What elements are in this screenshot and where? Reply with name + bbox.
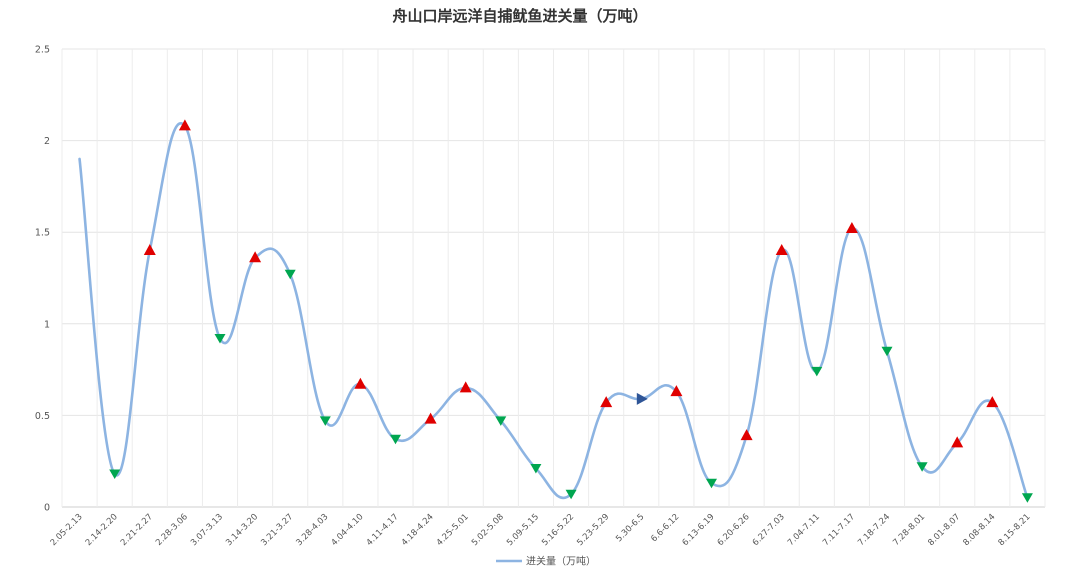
x-tick-label: 6.6-6.12 — [649, 512, 681, 544]
up-triangle-marker — [424, 412, 437, 424]
x-tick-label: 2.28-3.06 — [154, 512, 190, 548]
down-triangle-marker — [214, 334, 226, 344]
x-tick-label: 8.15-8.21 — [997, 512, 1033, 548]
chart-title: 舟山口岸远洋自捕鱿鱼进关量（万吨） — [392, 7, 647, 25]
x-tick-label: 8.08-8.14 — [961, 512, 997, 548]
x-tick-label: 3.14-3.20 — [224, 512, 260, 548]
down-triangle-marker — [1021, 493, 1033, 503]
x-tick-label: 7.28-8.01 — [891, 512, 927, 548]
x-tick-label: 4.11-4.17 — [365, 512, 401, 548]
x-tick-label: 3.28-4.03 — [294, 512, 330, 548]
up-triangle-marker — [951, 436, 964, 448]
x-tick-label: 5.16-5.22 — [540, 512, 576, 548]
down-triangle-marker — [319, 416, 331, 426]
up-triangle-marker — [354, 377, 367, 389]
up-triangle-marker — [143, 244, 156, 255]
up-triangle-marker — [459, 381, 472, 393]
series-group — [78, 122, 1029, 500]
x-tick-label: 7.11-7.17 — [821, 512, 857, 548]
x-tick-label: 6.13-6.19 — [681, 512, 717, 548]
down-triangle-marker — [284, 269, 296, 280]
y-tick-label: 2.5 — [35, 45, 50, 56]
x-tick-label: 5.02-5.08 — [470, 512, 506, 548]
x-tick-label: 3.07-3.13 — [189, 512, 225, 548]
x-tick-label: 2.21-2.27 — [119, 512, 155, 548]
up-triangle-marker — [845, 222, 858, 233]
y-tick-label: 0 — [44, 503, 50, 514]
x-tick-label: 5.30-6.5 — [614, 512, 646, 544]
x-tick-label: 5.09-5.15 — [505, 512, 541, 548]
y-tick-label: 1 — [44, 319, 50, 330]
x-tick-label: 4.04-4.10 — [330, 512, 366, 548]
down-triangle-marker — [390, 434, 401, 445]
up-triangle-marker — [249, 251, 262, 263]
series-line — [78, 122, 1029, 500]
x-tick-label: 4.25-5.01 — [435, 512, 471, 548]
x-tick-label: 2.14-2.20 — [84, 512, 120, 548]
marker-group — [109, 119, 1033, 503]
up-triangle-marker — [670, 385, 683, 397]
x-tick-label: 4.18-4.24 — [400, 512, 436, 548]
x-tick-label: 7.04-7.11 — [786, 512, 822, 548]
up-triangle-marker — [600, 396, 613, 408]
y-tick-label: 2 — [44, 136, 50, 147]
y-axis-tick-labels: 0 0.5 1 1.5 2 2.5 — [35, 45, 50, 514]
x-tick-label: 8.01-8.07 — [926, 512, 962, 548]
legend: 进关量（万吨） — [496, 555, 596, 568]
x-tick-label: 6.20-6.26 — [716, 512, 752, 548]
x-tick-label: 6.27-7.03 — [751, 512, 787, 548]
x-axis-tick-labels: 2.05-2.13 2.14-2.20 2.21-2.27 2.28-3.06 3.07… — [49, 512, 1033, 548]
x-tick-label: 2.05-2.13 — [49, 512, 85, 548]
x-tick-label: 7.18-7.24 — [856, 512, 892, 548]
y-tick-label: 0.5 — [35, 411, 50, 422]
down-triangle-marker — [565, 489, 577, 500]
down-triangle-marker — [109, 469, 121, 479]
x-tick-label: 3.21-3.27 — [259, 512, 295, 548]
up-triangle-marker — [740, 429, 753, 441]
down-triangle-marker — [881, 346, 893, 357]
down-triangle-marker — [916, 462, 928, 472]
legend-label: 进关量（万吨） — [526, 555, 596, 568]
y-tick-label: 1.5 — [35, 228, 50, 239]
x-tick-label: 5.23-5.29 — [575, 512, 611, 548]
down-triangle-marker — [811, 366, 823, 377]
down-triangle-marker — [495, 416, 507, 426]
down-triangle-marker — [706, 478, 717, 489]
up-triangle-marker — [986, 396, 999, 408]
flat-triangle-marker — [636, 392, 648, 405]
down-triangle-marker — [530, 464, 542, 474]
vertical-gridlines — [61, 49, 1046, 507]
up-triangle-marker — [178, 119, 191, 131]
up-triangle-marker — [775, 244, 788, 255]
